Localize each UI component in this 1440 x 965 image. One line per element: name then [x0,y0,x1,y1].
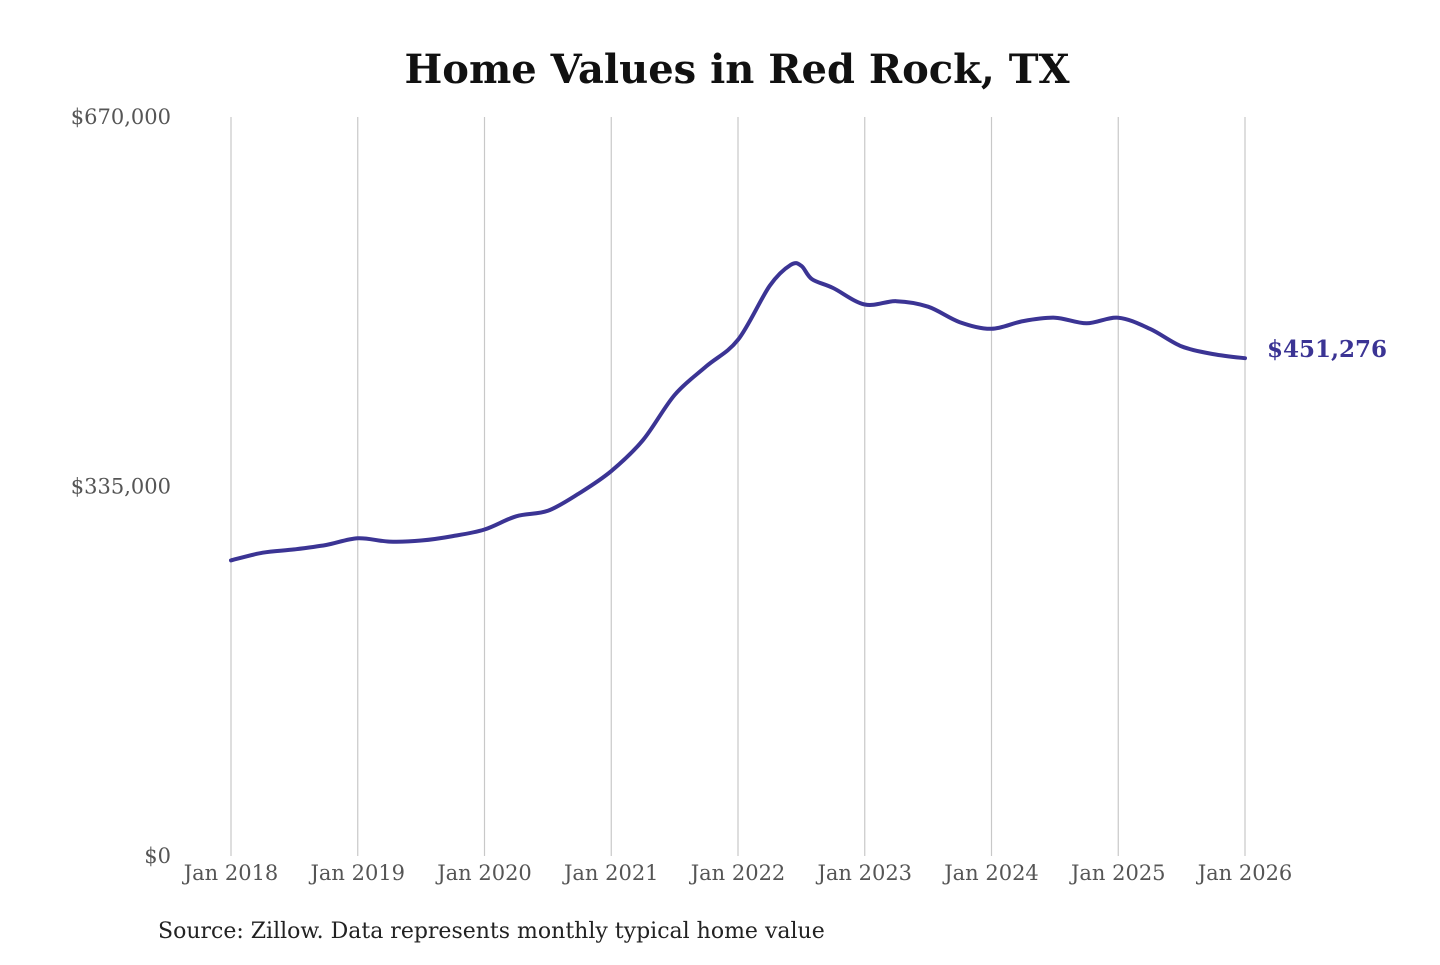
x-tick-label: Jan 2018 [182,861,279,885]
x-axis: Jan 2018 Jan 2019 Jan 2020 Jan 2021 Jan 2022… [182,861,1293,885]
x-tick-label: Jan 2020 [435,861,532,885]
x-tick-label: Jan 2022 [689,861,786,885]
end-value-label: $451,276 [1267,336,1387,363]
series-line [229,261,1247,563]
series-layer: $451,276 [229,261,1387,563]
x-tick-label: Jan 2019 [308,861,405,885]
x-tick-label: Jan 2021 [562,861,659,885]
chart-title: Home Values in Red Rock, TX [404,46,1069,93]
x-tick-label: Jan 2026 [1196,861,1293,885]
grid-layer [230,117,1246,856]
source-note: Source: Zillow. Data represents monthly … [158,919,825,944]
x-tick-label: Jan 2023 [815,861,912,885]
y-tick-label: $335,000 [71,475,171,499]
y-tick-label: $670,000 [71,105,171,129]
y-axis: $670,000 $335,000 $0 [71,105,171,868]
y-tick-label: $0 [144,844,171,868]
x-tick-label: Jan 2024 [942,861,1039,885]
x-tick-label: Jan 2025 [1069,861,1166,885]
